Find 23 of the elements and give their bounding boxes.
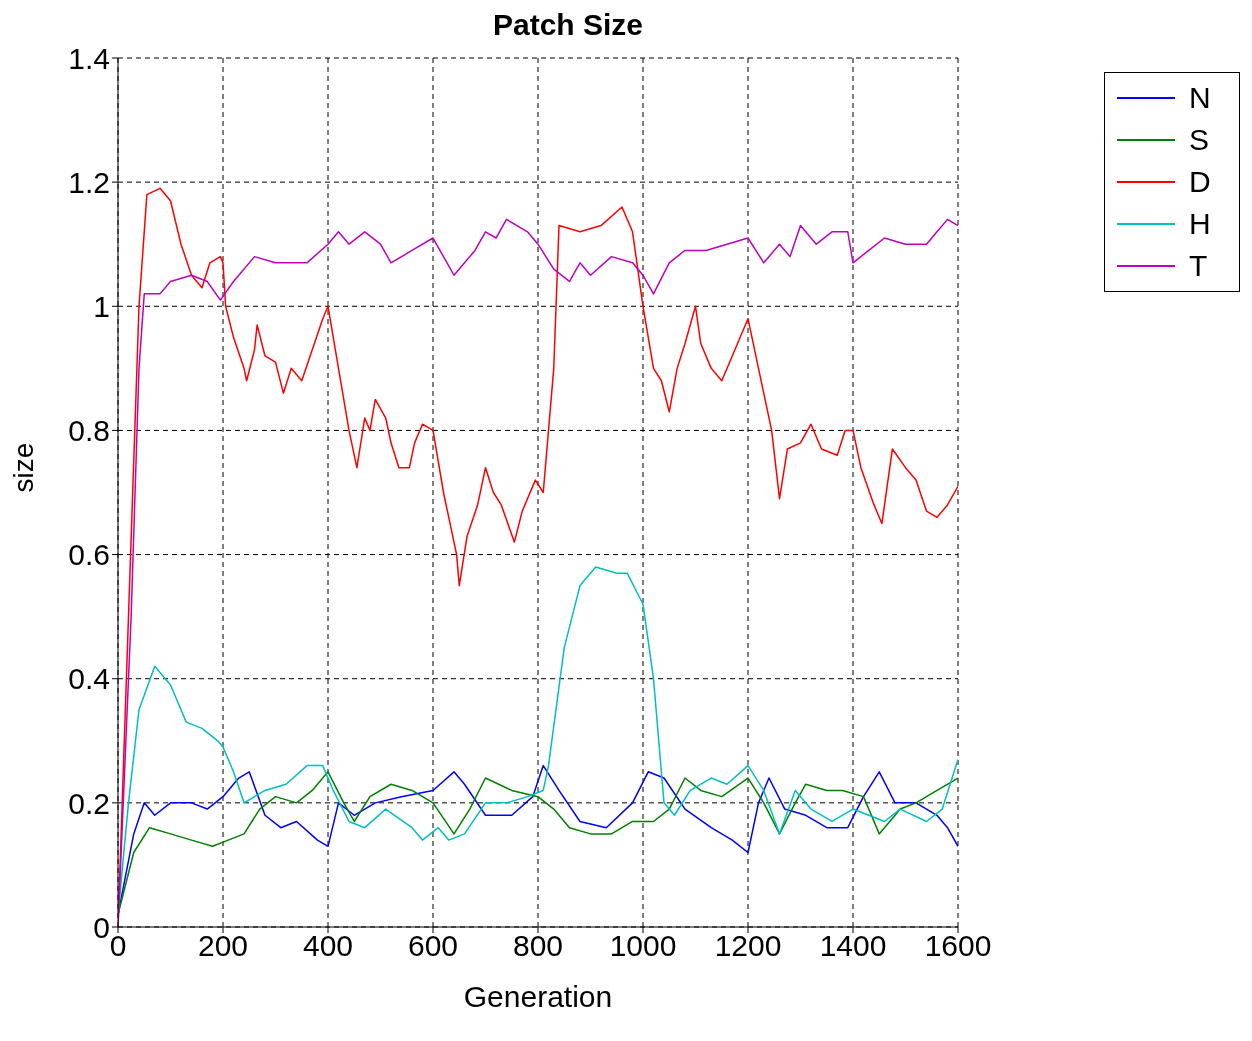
- y-axis-title: size: [7, 442, 39, 493]
- x-tick-label: 800: [512, 929, 564, 963]
- y-tick-label: 0.2: [68, 786, 110, 820]
- chart-title: Patch Size: [491, 8, 645, 42]
- x-tick-label: 1400: [819, 929, 887, 963]
- legend-label: D: [1189, 165, 1211, 199]
- y-tick-label: 1.4: [68, 41, 110, 75]
- x-tick-label: 400: [302, 929, 354, 963]
- y-tick-label: 0.8: [68, 414, 110, 448]
- x-axis-title: Generation: [463, 980, 613, 1013]
- x-tick-label: 1000: [609, 929, 677, 963]
- legend-label: S: [1189, 123, 1210, 157]
- y-tick-label: 1: [93, 289, 110, 323]
- x-tick-label: 1200: [714, 929, 782, 963]
- legend-label: T: [1189, 249, 1208, 283]
- x-tick-label: 200: [197, 929, 249, 963]
- x-tick-label: 1600: [924, 929, 992, 963]
- x-tick-label: 600: [407, 929, 459, 963]
- y-tick-label: 1.2: [68, 165, 110, 199]
- legend-label: H: [1189, 207, 1211, 241]
- y-tick-label: 0.4: [68, 662, 110, 696]
- legend-label: N: [1189, 81, 1211, 115]
- y-tick-label: 0.6: [68, 538, 110, 572]
